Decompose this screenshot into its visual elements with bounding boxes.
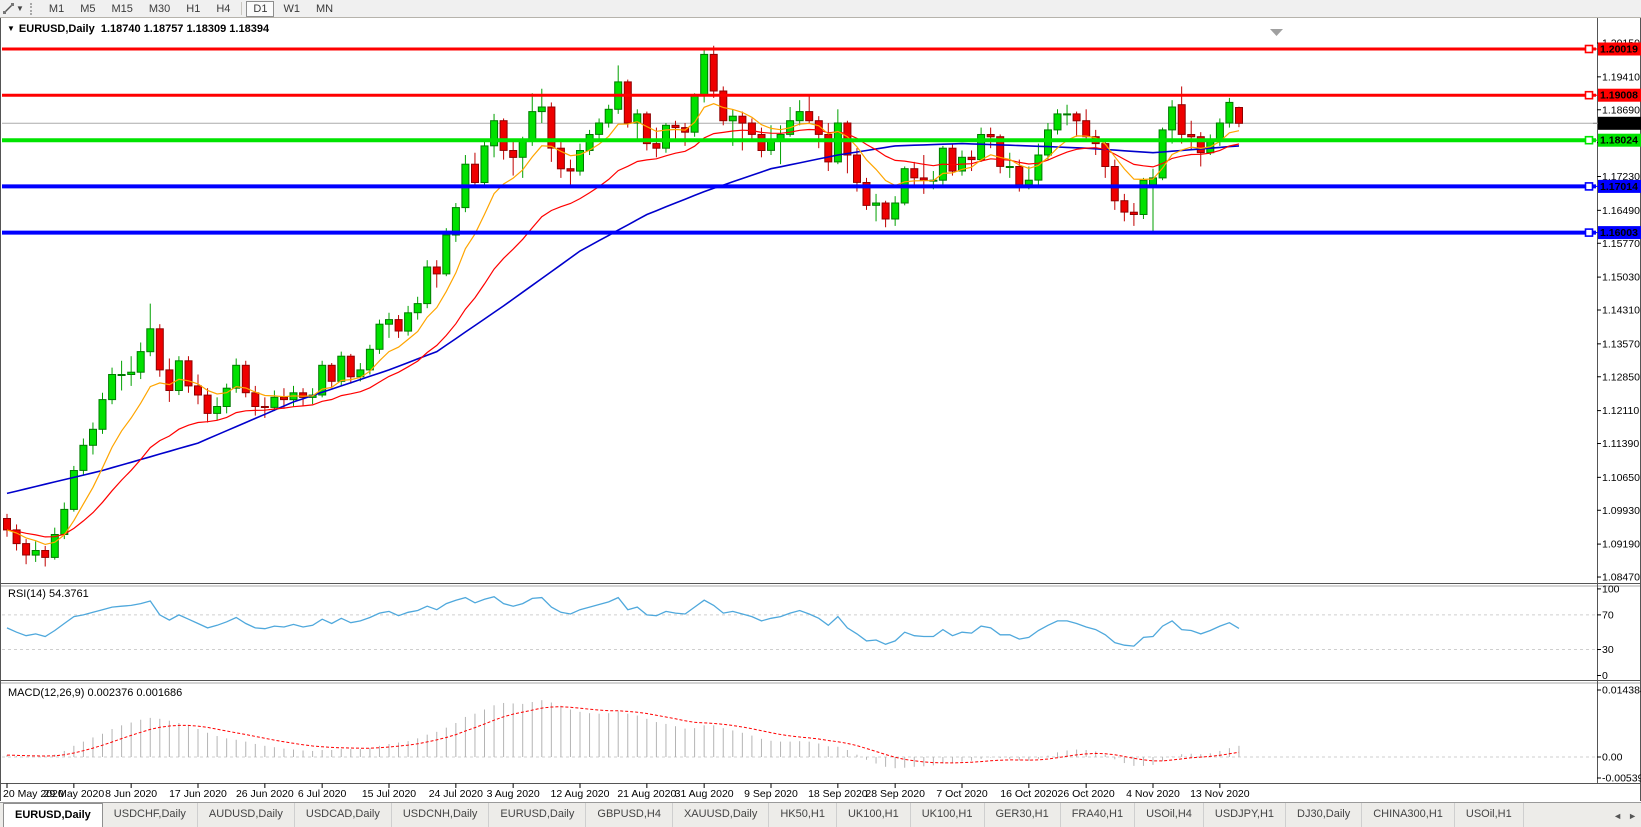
timeframe-buttons: M1 M5 M15 M30 H1 H4 D1 W1 MN xyxy=(41,0,341,17)
svg-text:1.08470: 1.08470 xyxy=(1602,572,1640,584)
collapse-caret-icon[interactable]: ▼ xyxy=(7,24,15,33)
chart-tab-8-hk50-h1[interactable]: HK50,H1 xyxy=(769,803,837,827)
svg-text:100: 100 xyxy=(1602,583,1620,595)
timeframe-button-mn[interactable]: MN xyxy=(315,2,334,15)
svg-text:6 Jul 2020: 6 Jul 2020 xyxy=(298,788,347,800)
timeframe-button-h1[interactable]: H1 xyxy=(186,2,201,15)
chart-tab-15-dj30-daily[interactable]: DJ30,Daily xyxy=(1286,803,1363,827)
tabs-scroll-left-icon[interactable]: ◄ xyxy=(1613,810,1623,821)
svg-text:1.16003: 1.16003 xyxy=(1600,227,1638,239)
svg-text:12 Aug 2020: 12 Aug 2020 xyxy=(551,788,610,800)
svg-text:21 Aug 2020: 21 Aug 2020 xyxy=(617,788,676,800)
svg-text:29 May 2020: 29 May 2020 xyxy=(43,788,104,800)
chart-tab-14-usdjpy-h1[interactable]: USDJPY,H1 xyxy=(1204,803,1287,827)
svg-text:1.16490: 1.16490 xyxy=(1602,205,1640,217)
svg-text:1.18690: 1.18690 xyxy=(1602,104,1640,116)
svg-text:1.11390: 1.11390 xyxy=(1602,438,1639,450)
timeframe-button-m5[interactable]: M5 xyxy=(80,2,96,15)
svg-text:20 May 2020: 20 May 2020 xyxy=(3,788,64,800)
svg-text:30: 30 xyxy=(1602,644,1614,656)
chart-tab-6-gbpusd-h4[interactable]: GBPUSD,H4 xyxy=(586,803,673,827)
svg-text:1.15030: 1.15030 xyxy=(1602,272,1640,284)
svg-text:1.20019: 1.20019 xyxy=(1600,44,1638,56)
svg-text:1.19410: 1.19410 xyxy=(1602,71,1640,83)
svg-text:16 Oct 2020: 16 Oct 2020 xyxy=(1000,788,1057,800)
toolbar-grip xyxy=(29,2,36,15)
chart-title-symbol: EURUSD,Daily xyxy=(18,23,95,35)
timeframe-button-d1[interactable]: D1 xyxy=(246,0,275,17)
rsi-indicator-label: RSI(14) 54.3761 xyxy=(8,588,89,600)
chart-tab-16-china300-h1[interactable]: CHINA300,H1 xyxy=(1362,803,1455,827)
dropdown-caret-icon[interactable]: ▼ xyxy=(16,4,24,13)
timeframe-button-m30[interactable]: M30 xyxy=(148,2,171,15)
toolbar: ▼ M1 M5 M15 M30 H1 H4 D1 W1 MN xyxy=(0,0,1641,18)
chart-tab-12-fra40-h1[interactable]: FRA40,H1 xyxy=(1061,803,1136,827)
svg-text:-0.005396: -0.005396 xyxy=(1602,773,1641,785)
svg-text:15 Jul 2020: 15 Jul 2020 xyxy=(362,788,416,800)
tabs-scroll-right-icon[interactable]: ► xyxy=(1628,810,1637,821)
timeframe-button-m15[interactable]: M15 xyxy=(111,2,133,15)
chart-tab-3-usdcad-daily[interactable]: USDCAD,Daily xyxy=(295,803,392,827)
svg-text:3 Aug 2020: 3 Aug 2020 xyxy=(487,788,540,800)
svg-text:70: 70 xyxy=(1602,609,1614,621)
svg-text:1.12110: 1.12110 xyxy=(1602,405,1639,417)
chart-tab-7-xauusd-daily[interactable]: XAUUSD,Daily xyxy=(673,803,770,827)
svg-text:31 Aug 2020: 31 Aug 2020 xyxy=(675,788,734,800)
svg-text:1.09190: 1.09190 xyxy=(1602,539,1640,551)
svg-text:0: 0 xyxy=(1602,670,1608,682)
chart-cursor-icon[interactable] xyxy=(0,1,16,16)
chart-title-ohlc: 1.18740 1.18757 1.18309 1.18394 xyxy=(100,23,270,35)
tab-scroll-arrows: ◄ ► xyxy=(1609,803,1641,827)
chart-tab-1-usdchf-daily[interactable]: USDCHF,Daily xyxy=(103,803,198,827)
chart-tab-9-uk100-h1[interactable]: UK100,H1 xyxy=(837,803,911,827)
svg-text:17 Jun 2020: 17 Jun 2020 xyxy=(169,788,227,800)
chart-tab-17-usoil-h1[interactable]: USOil,H1 xyxy=(1455,803,1524,827)
svg-text:13 Nov 2020: 13 Nov 2020 xyxy=(1190,788,1250,800)
chart-tabs: EURUSD,Daily USDCHF,Daily AUDUSD,Daily USDC… xyxy=(0,803,1524,827)
svg-text:1.10650: 1.10650 xyxy=(1602,472,1640,484)
svg-text:18 Sep 2020: 18 Sep 2020 xyxy=(808,788,868,800)
svg-text:26 Oct 2020: 26 Oct 2020 xyxy=(1058,788,1115,800)
svg-text:1.09930: 1.09930 xyxy=(1602,505,1640,517)
svg-text:1.17014: 1.17014 xyxy=(1600,181,1638,193)
svg-text:0.00: 0.00 xyxy=(1602,752,1623,764)
svg-text:1.18394: 1.18394 xyxy=(1600,118,1638,130)
svg-text:9 Sep 2020: 9 Sep 2020 xyxy=(744,788,798,800)
chart-tabs-bar: EURUSD,Daily USDCHF,Daily AUDUSD,Daily USDC… xyxy=(0,802,1641,827)
chart-tab-5-eurusd-daily[interactable]: EURUSD,Daily xyxy=(489,803,587,827)
svg-text:1.18024: 1.18024 xyxy=(1600,135,1638,147)
svg-text:4 Nov 2020: 4 Nov 2020 xyxy=(1126,788,1180,800)
svg-text:26 Jun 2020: 26 Jun 2020 xyxy=(236,788,294,800)
svg-text:1.14310: 1.14310 xyxy=(1602,305,1640,317)
svg-text:1.15770: 1.15770 xyxy=(1602,238,1640,250)
macd-indicator-label: MACD(12,26,9) 0.002376 0.001686 xyxy=(8,687,183,699)
chart-title: ▼ EURUSD,Daily 1.18740 1.18757 1.18309 1.… xyxy=(7,23,269,35)
chart-tab-10-uk100-h1[interactable]: UK100,H1 xyxy=(911,803,985,827)
chart-tab-13-usoil-h4[interactable]: USOil,H4 xyxy=(1135,803,1204,827)
svg-text:7 Oct 2020: 7 Oct 2020 xyxy=(936,788,988,800)
timeframe-button-h4[interactable]: H4 xyxy=(216,2,231,15)
svg-text:0.014384: 0.014384 xyxy=(1602,684,1641,696)
svg-text:1.19008: 1.19008 xyxy=(1600,90,1638,102)
chart-tab-11-ger30-h1[interactable]: GER30,H1 xyxy=(985,803,1061,827)
chart-tab-4-usdcnh-daily[interactable]: USDCNH,Daily xyxy=(392,803,490,827)
timeframe-button-m1[interactable]: M1 xyxy=(48,2,65,15)
chart-tab-2-audusd-daily[interactable]: AUDUSD,Daily xyxy=(198,803,295,827)
chart-tab-0-eurusd-daily[interactable]: EURUSD,Daily xyxy=(3,803,103,827)
timeframe-button-w1[interactable]: W1 xyxy=(283,2,300,15)
scroll-marker-icon xyxy=(1270,29,1283,36)
svg-text:24 Jul 2020: 24 Jul 2020 xyxy=(429,788,483,800)
svg-text:1.12850: 1.12850 xyxy=(1602,371,1640,383)
svg-text:8 Jun 2020: 8 Jun 2020 xyxy=(105,788,157,800)
svg-text:1.13570: 1.13570 xyxy=(1602,338,1640,350)
svg-text:28 Sep 2020: 28 Sep 2020 xyxy=(865,788,925,800)
